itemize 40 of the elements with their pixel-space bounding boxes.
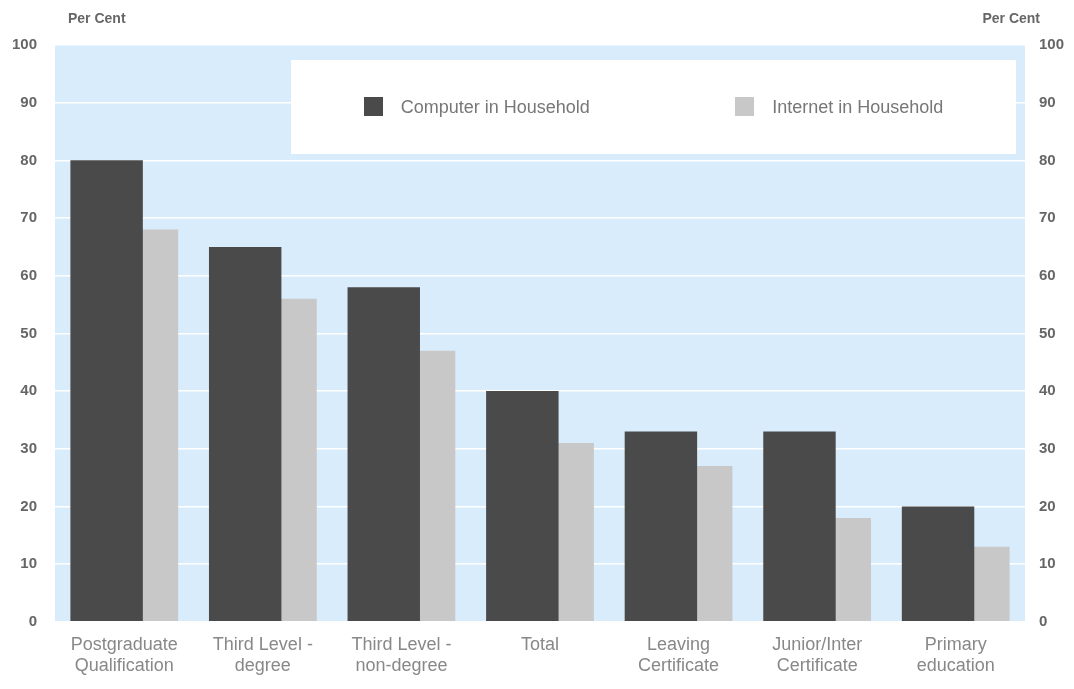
- y-tick-label: 70: [20, 208, 37, 226]
- y2-tick-label: 30: [1039, 438, 1056, 456]
- y2-axis-title: Per Cent: [982, 10, 1040, 26]
- bar: [208, 246, 282, 622]
- y2-tick-label: 40: [1039, 381, 1056, 399]
- x-tick-label: Primary education: [916, 633, 995, 676]
- y-tick-label: 80: [20, 150, 37, 168]
- legend-label: Computer in Household: [399, 96, 590, 118]
- y-tick-label: 100: [11, 35, 37, 53]
- x-tick-label: Third Level - non-degree: [351, 633, 452, 676]
- bar: [901, 506, 975, 622]
- x-tick-label: Total: [520, 633, 560, 654]
- y-tick-label: 60: [20, 265, 37, 283]
- bar: [70, 160, 143, 622]
- x-tick-label: Third Level - degree: [212, 633, 313, 676]
- y2-tick-label: 0: [1039, 611, 1048, 629]
- y-tick-label: 50: [20, 323, 37, 341]
- y2-tick-label: 90: [1039, 92, 1056, 110]
- y2-tick-label: 60: [1039, 265, 1056, 283]
- y2-tick-label: 10: [1039, 554, 1056, 572]
- y-tick-label: 20: [20, 496, 37, 514]
- y-tick-label: 10: [20, 554, 37, 572]
- y-tick-label: 40: [20, 381, 37, 399]
- y2-tick-label: 80: [1039, 150, 1056, 168]
- x-tick-label: Postgraduate Qualification: [70, 633, 178, 676]
- y-tick-label: 90: [20, 92, 37, 110]
- y2-tick-label: 100: [1039, 35, 1065, 53]
- bar: [763, 431, 836, 622]
- y-tick-label: 0: [28, 611, 37, 629]
- y2-tick-label: 70: [1039, 208, 1056, 226]
- y-axis-title: Per Cent: [68, 10, 126, 26]
- y2-tick-label: 20: [1039, 496, 1056, 514]
- x-tick-label: Junior/Inter Certificate: [772, 633, 863, 676]
- bar: [347, 287, 420, 622]
- y-tick-label: 30: [20, 438, 37, 456]
- y2-tick-label: 50: [1039, 323, 1056, 341]
- bar: [486, 391, 559, 622]
- legend-label: Internet in Household: [771, 96, 944, 118]
- bar: [624, 431, 698, 622]
- x-tick-label: Leaving Certificate: [638, 633, 720, 676]
